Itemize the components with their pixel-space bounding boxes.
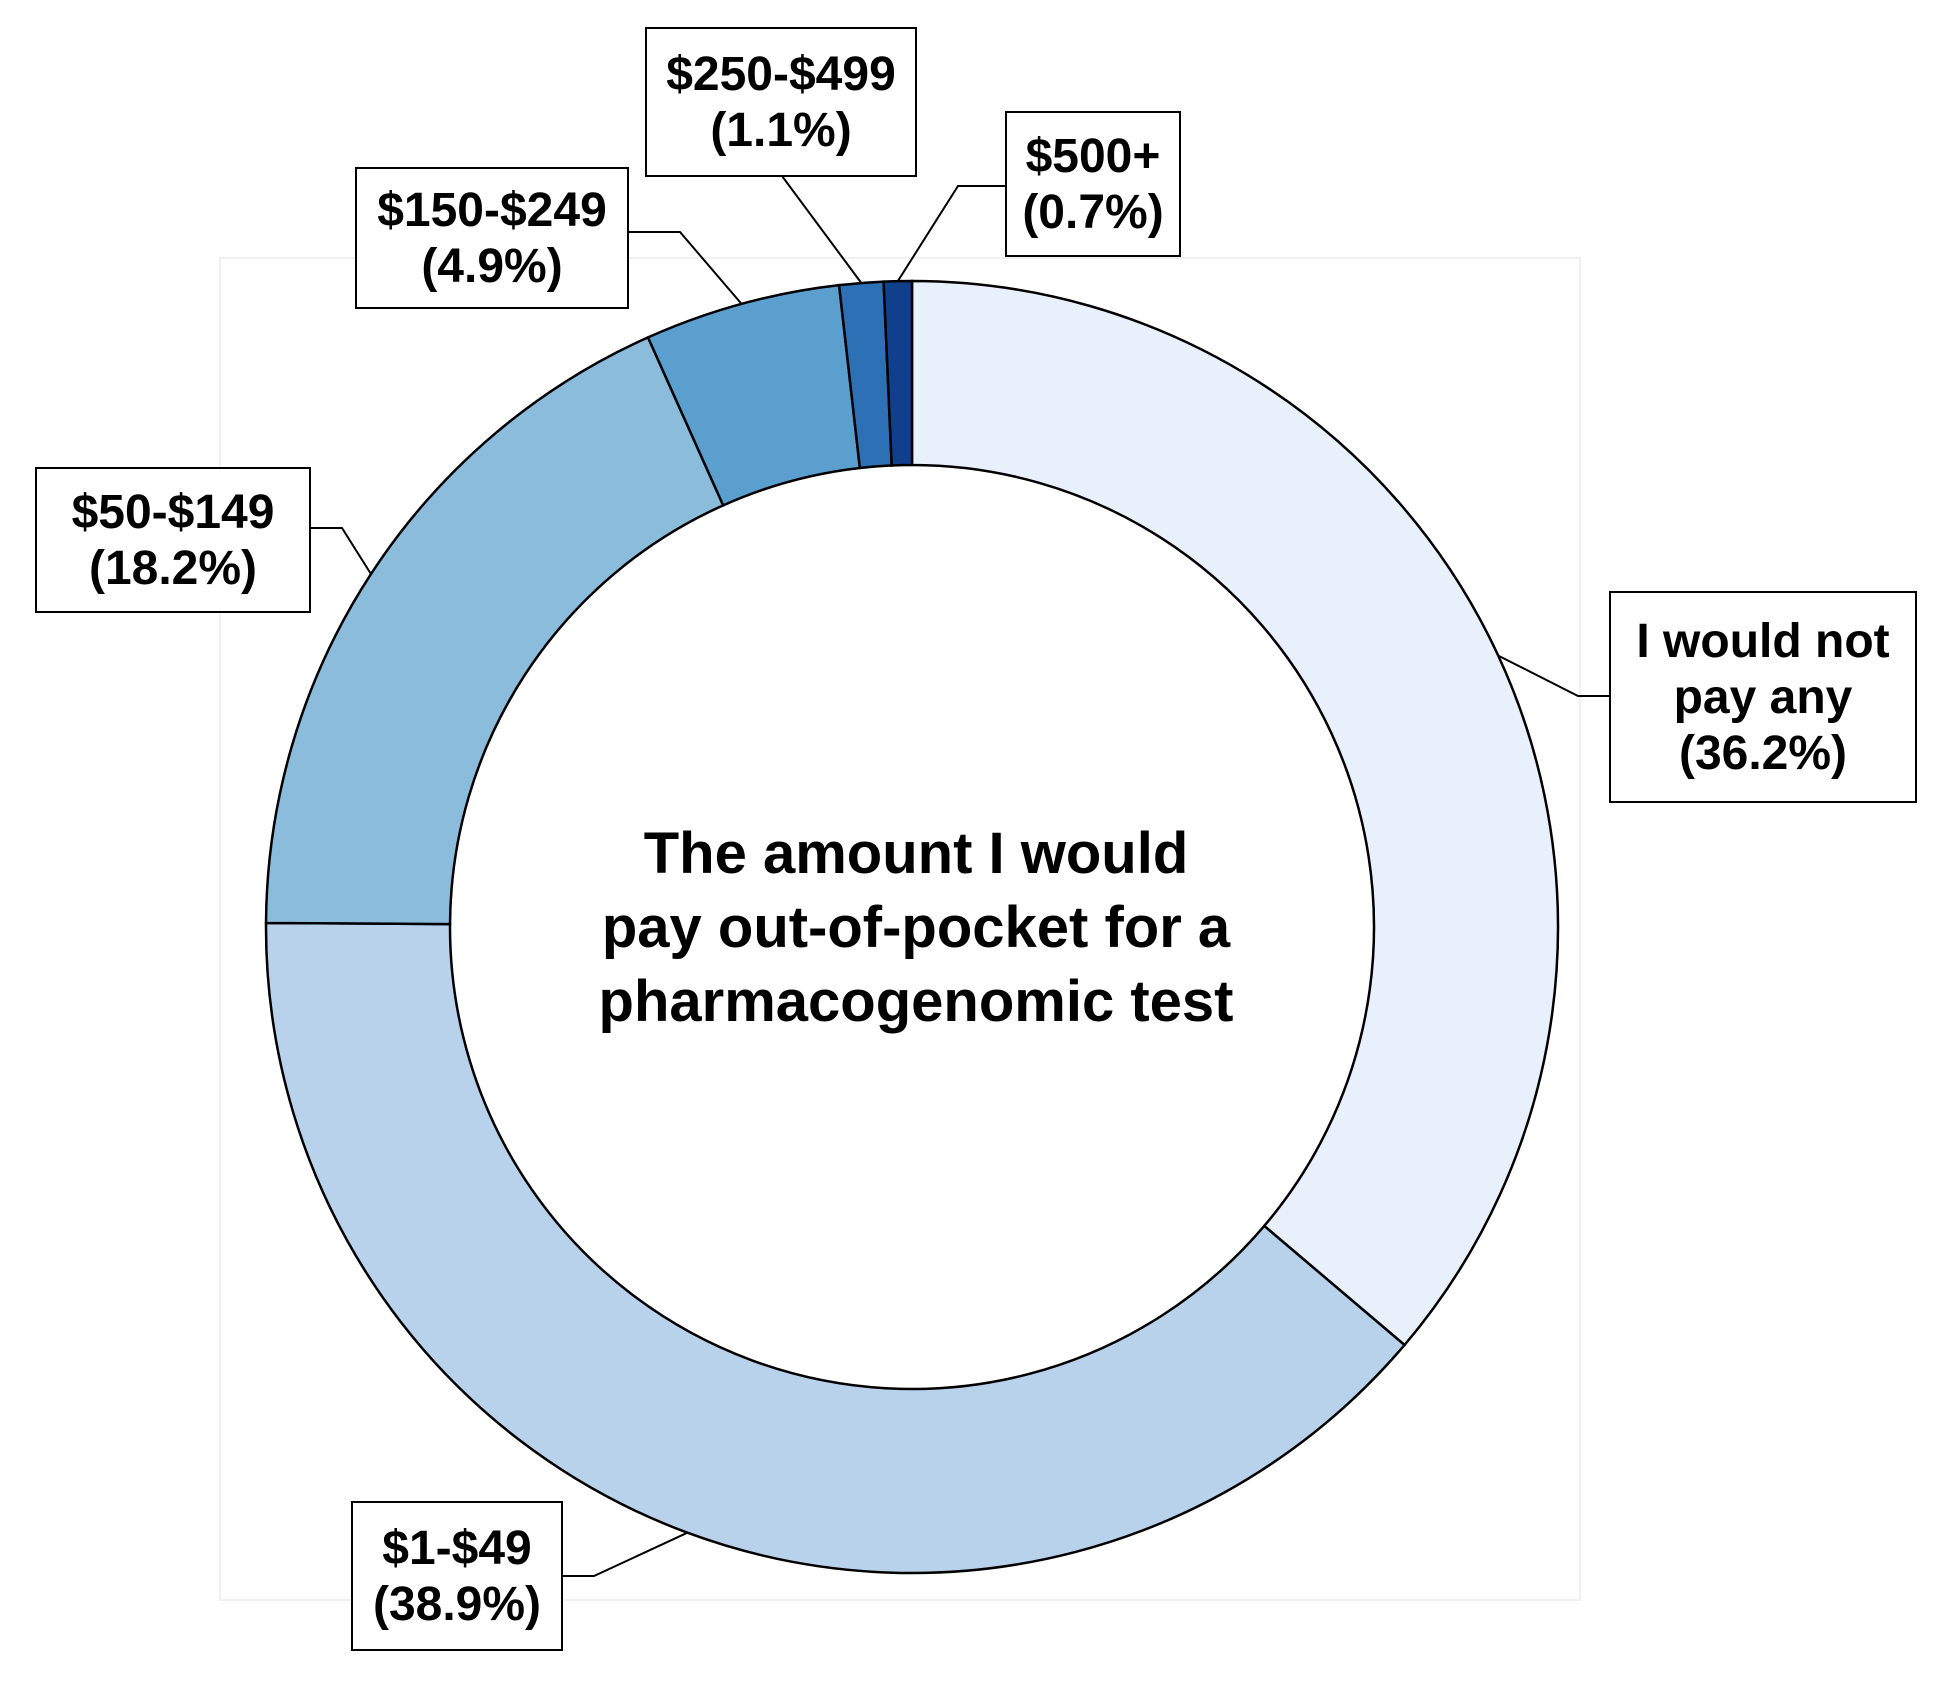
label-box: [1005, 111, 1181, 257]
label-box: [35, 467, 311, 613]
slice-label-i-would-not-pay-any: I would not pay any (36.2%): [1609, 591, 1917, 803]
label-box: [351, 1501, 563, 1651]
label-line: I would not: [1636, 615, 1889, 668]
leader-line-1-49: [562, 1531, 688, 1577]
donut-slice-500: [882, 279, 914, 467]
label-line: (38.9%): [373, 1578, 541, 1631]
label-line: (36.2%): [1679, 727, 1847, 780]
leader-line-i-would-not-pay-any: [1497, 654, 1610, 697]
slice-label-150-249: $150-$249 (4.9%): [355, 167, 629, 309]
leader-line-50-149: [310, 527, 372, 575]
center-title-line: pharmacogenomic test: [599, 969, 1234, 1034]
slice-label-50-149: $50-$149 (18.2%): [35, 467, 311, 613]
leader-line-150-249: [628, 231, 743, 305]
donut-slice-50-149: [264, 335, 725, 926]
label-line: (1.1%): [710, 104, 851, 157]
label-line: $500+: [1026, 130, 1161, 183]
center-title-line: pay out-of-pocket for a: [602, 895, 1231, 960]
label-line: $250-$499: [666, 48, 896, 101]
label-box: [355, 167, 629, 309]
slice-label-250-499: $250-$499 (1.1%): [645, 27, 917, 177]
label-text: $1-$49 (38.9%): [373, 1522, 541, 1631]
label-line: (18.2%): [89, 542, 257, 595]
label-text: $250-$499 (1.1%): [666, 48, 896, 157]
donut-slices: [264, 279, 1560, 1575]
leader-line-500: [896, 185, 1006, 282]
center-title-line: The amount I would: [644, 821, 1189, 886]
donut-slice-i-would-not-pay-any: [910, 279, 1560, 1347]
slice-labels: I would not pay any (36.2%) $1-$49 (38.9%) $5…: [35, 27, 1917, 1651]
slice-label-500: $500+ (0.7%): [1005, 111, 1181, 257]
label-line: $1-$49: [382, 1522, 531, 1575]
label-line: (0.7%): [1022, 186, 1163, 239]
label-box: [645, 27, 917, 177]
slice-label-1-49: $1-$49 (38.9%): [351, 1501, 563, 1651]
label-line: $50-$149: [72, 486, 275, 539]
plot-area-frame: [219, 257, 1581, 1601]
label-line: (4.9%): [421, 240, 562, 293]
donut-slice-1-49: [264, 921, 1407, 1575]
label-text: $50-$149 (18.2%): [72, 486, 275, 595]
label-line: pay any: [1674, 671, 1853, 724]
label-box: [1609, 591, 1917, 803]
center-title: The amount I would pay out-of-pocket for …: [599, 821, 1234, 1034]
label-text: $150-$249 (4.9%): [377, 184, 607, 293]
label-text: I would not pay any (36.2%): [1636, 615, 1889, 780]
label-line: $150-$249: [377, 184, 607, 237]
label-text: $500+ (0.7%): [1022, 130, 1163, 239]
